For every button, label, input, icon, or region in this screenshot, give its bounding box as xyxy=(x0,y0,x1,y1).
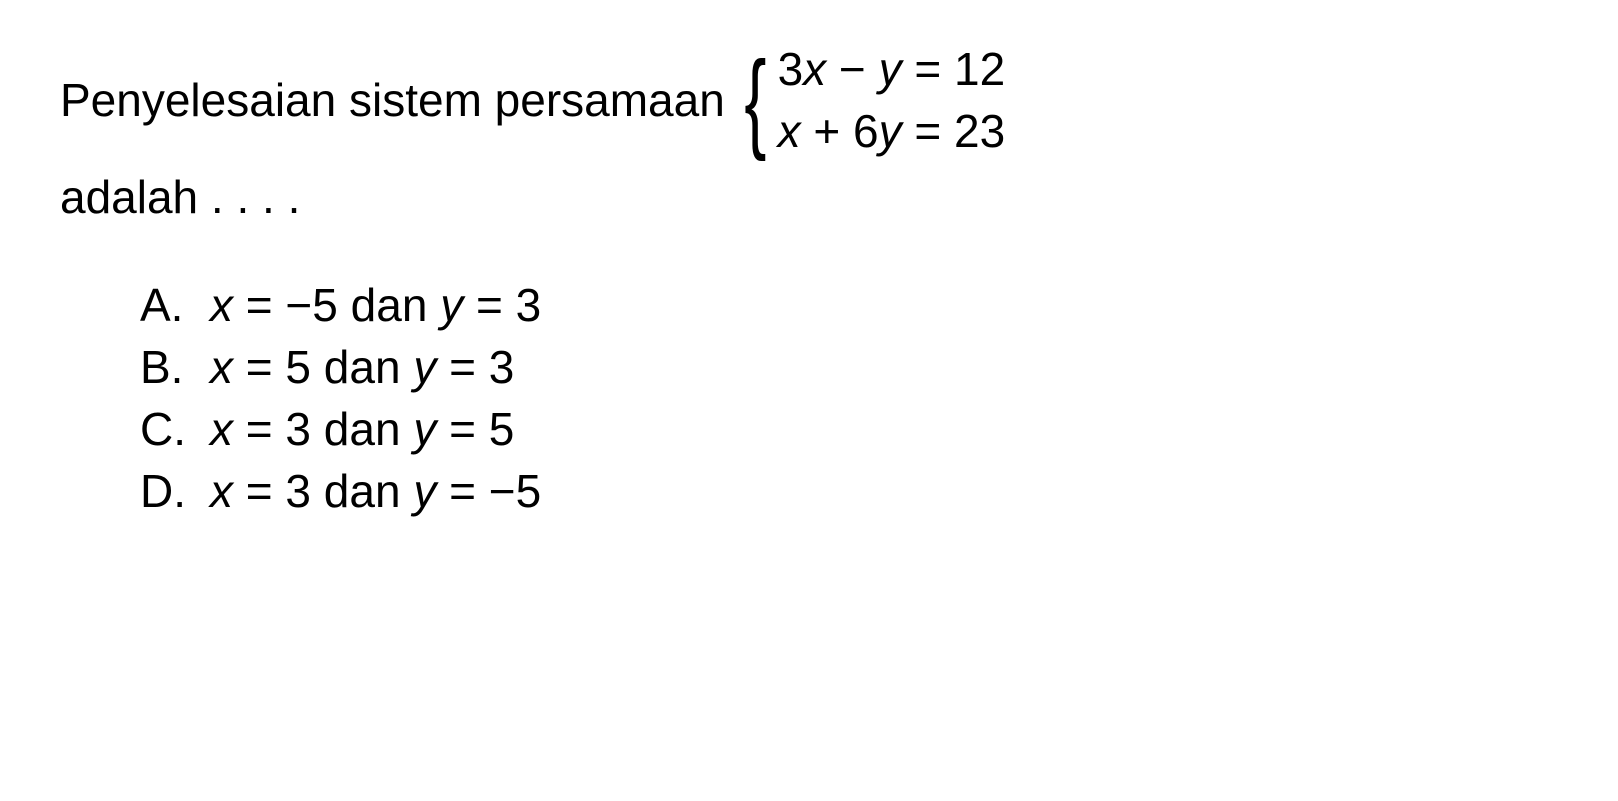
option-a: A. x = −5 dan y = 3 xyxy=(140,278,1558,332)
option-text: x = 3 dan y = −5 xyxy=(210,464,541,518)
option-c: C. x = 3 dan y = 5 xyxy=(140,402,1558,456)
option-letter: A. xyxy=(140,278,210,332)
equation-1: 3x − y = 12 xyxy=(778,40,1006,100)
option-text: x = 3 dan y = 5 xyxy=(210,402,514,456)
option-letter: C. xyxy=(140,402,210,456)
question-stem-row: Penyelesaian sistem persamaan { 3x − y =… xyxy=(60,40,1558,224)
question-stem-line1: Penyelesaian sistem persamaan { 3x − y =… xyxy=(60,40,1558,162)
options-list: A. x = −5 dan y = 3 B. x = 5 dan y = 3 C… xyxy=(140,278,1558,518)
question-stem-line2: adalah . . . . xyxy=(60,170,1558,224)
option-text: x = 5 dan y = 3 xyxy=(210,340,514,394)
equation-2: x + 6y = 23 xyxy=(778,102,1006,162)
option-text: x = −5 dan y = 3 xyxy=(210,278,541,332)
option-d: D. x = 3 dan y = −5 xyxy=(140,464,1558,518)
equations-column: 3x − y = 12 x + 6y = 23 xyxy=(778,40,1006,162)
question-stem-text: Penyelesaian sistem persamaan xyxy=(60,71,725,131)
option-b: B. x = 5 dan y = 3 xyxy=(140,340,1558,394)
left-brace-icon: { xyxy=(744,57,766,145)
option-letter: D. xyxy=(140,464,210,518)
option-letter: B. xyxy=(140,340,210,394)
question-container: Penyelesaian sistem persamaan { 3x − y =… xyxy=(60,40,1558,518)
equation-system: { 3x − y = 12 x + 6y = 23 xyxy=(737,40,1005,162)
